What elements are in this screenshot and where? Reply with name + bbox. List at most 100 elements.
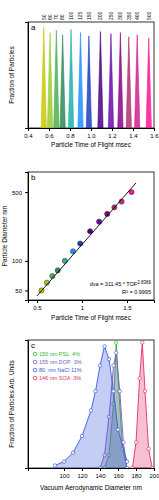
- tick: 1.2: [108, 128, 117, 139]
- tick-mark: [25, 290, 28, 291]
- peak: [146, 38, 151, 128]
- tick: 1: [81, 300, 85, 311]
- y-axis-title: Fraction of Particles: [8, 46, 15, 104]
- point: [141, 341, 144, 344]
- legend-marker: [33, 376, 37, 380]
- x-axis-title: Vacuum Aerodynamic Diameter nm: [40, 484, 142, 492]
- peak: [68, 29, 73, 128]
- tick-label: 0.8: [66, 133, 75, 139]
- tick-mark: [154, 468, 155, 471]
- x-axis: 100120140160180200: [29, 468, 159, 479]
- distribution-fill: [132, 343, 152, 468]
- tick-label: 120: [77, 473, 88, 479]
- plot-frame: [28, 340, 154, 468]
- tick-label: 0.5: [33, 305, 42, 311]
- point: [94, 390, 97, 393]
- tick: 1.4: [129, 128, 138, 139]
- tick: 1.6: [150, 128, 159, 139]
- tick-label: 0.4: [24, 133, 33, 139]
- point: [62, 460, 65, 463]
- plot-frame: [28, 22, 154, 128]
- tick-label: 100: [12, 258, 23, 264]
- tick-mark: [91, 128, 92, 131]
- peak: [86, 36, 91, 128]
- y-axis: 50100500: [12, 173, 29, 301]
- tick: 100: [59, 468, 70, 479]
- panel-label: c: [31, 341, 35, 350]
- annotation-superscript: 2.8366: [137, 280, 151, 285]
- tick-mark: [25, 261, 28, 262]
- peak-label: 400: [134, 11, 140, 20]
- peak: [118, 33, 123, 128]
- tick-label: 160: [113, 473, 124, 479]
- tick-mark: [100, 468, 101, 471]
- peak: [98, 32, 103, 128]
- tick-mark: [112, 128, 113, 131]
- tick-mark: [118, 468, 119, 471]
- tick-label: 0.6: [45, 133, 54, 139]
- tick-label: 1.2: [108, 133, 117, 139]
- point: [71, 451, 74, 454]
- point: [107, 358, 110, 361]
- y-axis-line: [25, 23, 29, 129]
- peak-label: 50: [41, 14, 47, 20]
- panel-b: 0.511.550100500Particle Time of Flight m…: [1, 172, 155, 322]
- tick-mark: [25, 192, 28, 193]
- peak: [135, 35, 140, 128]
- peak-label: 60: [47, 14, 53, 20]
- tick: 180: [131, 468, 142, 479]
- legend-label: 146 nm SOA 3%: [39, 375, 81, 381]
- tick: 1.5: [123, 300, 132, 311]
- tick-label: 1.4: [129, 133, 138, 139]
- peak: [126, 37, 131, 128]
- peak: [78, 33, 83, 128]
- annotation: R² = 0.9995: [122, 289, 151, 295]
- tick-mark: [127, 300, 128, 303]
- point: [80, 434, 83, 437]
- point: [131, 466, 134, 468]
- tick-mark: [70, 128, 71, 131]
- tick: 0.5: [33, 300, 42, 311]
- point: [143, 390, 146, 393]
- peak-label: 150: [86, 11, 92, 20]
- point: [118, 390, 121, 393]
- point: [78, 241, 83, 246]
- x-axis-line: [29, 129, 155, 132]
- peak: [41, 27, 46, 128]
- y-axis-line: [25, 341, 29, 469]
- peak: [108, 34, 113, 128]
- x-axis-title: Particle Time of Flight msec: [51, 141, 132, 149]
- tick: 0.8: [66, 128, 75, 139]
- tick-label: 50: [15, 288, 22, 294]
- y-axis: [25, 341, 29, 469]
- point: [89, 409, 92, 412]
- y-axis-title: Particle Diameter nm: [1, 206, 8, 267]
- plot-area: [41, 27, 151, 128]
- tick: 100: [12, 258, 28, 264]
- legend-entry: 80 nm NaCl 11%: [33, 367, 82, 373]
- panel-c: 100120140160180200Vacuum Aerodynamic Dia…: [8, 340, 159, 492]
- point: [103, 345, 106, 348]
- x-axis-line: [29, 301, 155, 304]
- point: [98, 364, 101, 367]
- x-axis: 0.5 1 1.5: [29, 300, 155, 311]
- legend-label: 155 nm DOP 3%: [39, 359, 82, 365]
- legend: 150 nm PSL 4%155 nm DOP 3%80 nm NaCl 11%…: [33, 351, 82, 381]
- tick-label: 180: [131, 473, 142, 479]
- fit-line: [37, 183, 136, 296]
- plot-frame: [28, 172, 154, 300]
- tick: 0.4: [24, 128, 33, 139]
- distribution-line: [132, 343, 152, 468]
- point: [112, 364, 115, 367]
- y-axis: [25, 23, 29, 129]
- tick: 0.6: [45, 128, 54, 139]
- y-axis-title: Fraction of Particles Arb. Units: [8, 360, 15, 448]
- tick: 120: [77, 468, 88, 479]
- panel-a: 0.40.60.81.01.21.41.6Particle Time of Fl…: [8, 11, 159, 149]
- tick-label: 200: [149, 473, 159, 479]
- point: [151, 466, 154, 468]
- x-axis: 0.40.60.81.01.21.41.6: [24, 128, 159, 139]
- tick-label: 1.5: [123, 305, 132, 311]
- tick-mark: [82, 300, 83, 303]
- point: [147, 447, 150, 450]
